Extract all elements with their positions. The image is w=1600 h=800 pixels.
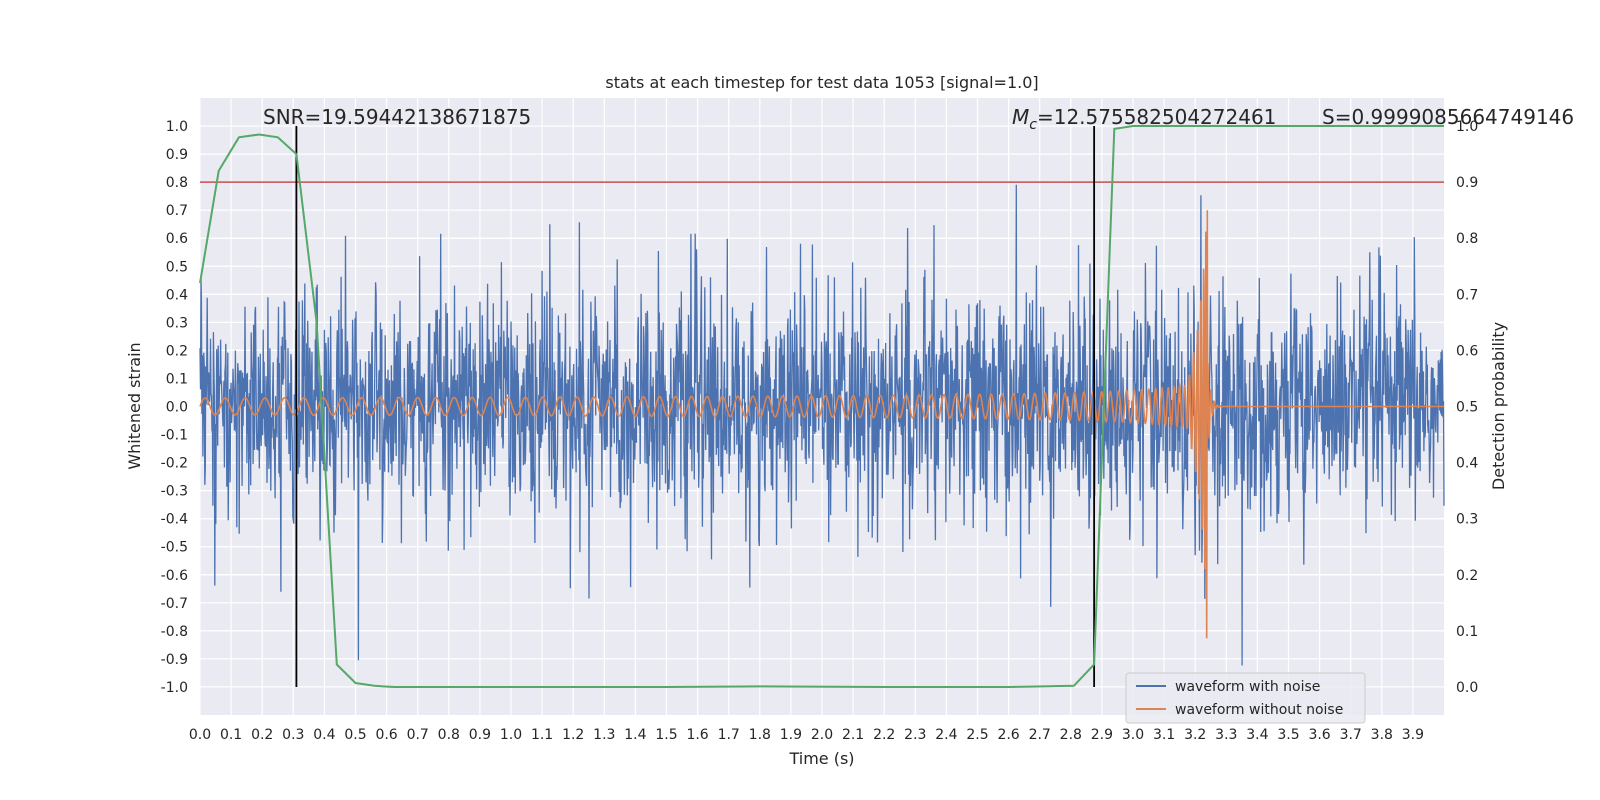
- detection-probability-line: [199, 125, 1444, 688]
- y-right-tick-label: 0.6: [1456, 343, 1478, 359]
- y-tick-label: -0.6: [161, 568, 188, 584]
- x-tick-label: 3.8: [1371, 727, 1393, 743]
- y-tick-label: -0.9: [161, 652, 188, 668]
- y-tick-label: 0.8: [166, 175, 188, 191]
- x-tick-label: 3.5: [1277, 727, 1299, 743]
- y-tick-label: -0.2: [161, 456, 188, 472]
- x-tick-label: 1.7: [718, 727, 740, 743]
- x-tick-label: 1.0: [500, 727, 522, 743]
- y-tick-label: 0.5: [166, 259, 188, 275]
- y-tick-label: 0.3: [166, 315, 188, 331]
- x-tick-label: 2.8: [1060, 727, 1082, 743]
- chirp-mass-annotation: Mc=12.575582504272461: [1012, 105, 1276, 133]
- y-right-tick-label: 0.3: [1456, 512, 1478, 528]
- y-tick-label: 0.0: [166, 400, 188, 416]
- y-right-tick-label: 0.5: [1456, 400, 1478, 416]
- clean-waveform-line: [199, 210, 1444, 639]
- x-tick-label: 0.1: [220, 727, 242, 743]
- x-tick-label: 3.4: [1246, 727, 1268, 743]
- legend-box: [1125, 672, 1366, 724]
- y-right-tick-label: 1.0: [1456, 119, 1478, 135]
- chirp-mass-subscript: c: [1029, 117, 1037, 133]
- x-tick-label: 2.5: [966, 727, 988, 743]
- y-tick-label: 0.9: [166, 147, 188, 163]
- x-tick-label: 1.8: [749, 727, 771, 743]
- tick-labels: 0.0 0.1 0.2 0.3 0.4 0.5 0.6 0.7 0.8 0.9 1.0 1.1 1.2 1…: [161, 119, 1479, 743]
- x-tick-label: 0.7: [407, 727, 429, 743]
- x-tick-label: 3.7: [1340, 727, 1362, 743]
- y-tick-label: 1.0: [166, 119, 188, 135]
- y-tick-label: -0.4: [161, 512, 188, 528]
- y-tick-label: 0.1: [166, 371, 188, 387]
- x-axis-label: Time (s): [788, 749, 854, 768]
- x-tick-label: 2.6: [997, 727, 1019, 743]
- x-tick-label: 3.9: [1402, 727, 1424, 743]
- x-tick-label: 0.9: [469, 727, 491, 743]
- y-right-tick-label: 0.8: [1456, 231, 1478, 247]
- x-tick-label: 1.4: [624, 727, 646, 743]
- y-tick-label: 0.4: [166, 287, 188, 303]
- chart-title: stats at each timestep for test data 105…: [605, 73, 1038, 92]
- x-tick-label: 3.0: [1122, 727, 1144, 743]
- x-tick-label: 1.9: [780, 727, 802, 743]
- chirp-mass-value: =12.575582504272461: [1037, 105, 1276, 129]
- x-tick-label: 1.6: [686, 727, 708, 743]
- y-tick-label: 0.2: [166, 343, 188, 359]
- y-right-tick-label: 0.4: [1456, 456, 1478, 472]
- y-axis-label: Whitened strain: [125, 342, 144, 469]
- significance-annotation: S=0.9999085664749146: [1322, 105, 1574, 129]
- x-tick-label: 2.4: [935, 727, 957, 743]
- x-tick-label: 0.3: [282, 727, 304, 743]
- y-tick-label: -0.8: [161, 624, 188, 640]
- x-tick-label: 3.6: [1308, 727, 1330, 743]
- x-tick-label: 2.7: [1029, 727, 1051, 743]
- y-right-tick-label: 0.1: [1456, 624, 1478, 640]
- y-tick-label: -0.3: [161, 484, 188, 500]
- legend-label-clean: waveform without noise: [1175, 702, 1343, 718]
- y-right-axis-label: Detection probability: [1489, 322, 1508, 490]
- x-tick-label: 0.2: [251, 727, 273, 743]
- y-tick-label: -0.5: [161, 540, 188, 556]
- y-tick-label: -0.1: [161, 428, 188, 444]
- y-right-tick-label: 0.9: [1456, 175, 1478, 191]
- x-tick-label: 1.2: [562, 727, 584, 743]
- y-right-tick-label: 0.2: [1456, 568, 1478, 584]
- x-tick-label: 1.3: [593, 727, 615, 743]
- plot-area: [199, 125, 1445, 688]
- y-right-tick-label: 0.0: [1456, 680, 1478, 696]
- y-tick-label: -0.7: [161, 596, 188, 612]
- legend-label-noise: waveform with noise: [1175, 679, 1320, 695]
- x-tick-label: 0.8: [438, 727, 460, 743]
- x-tick-label: 2.2: [873, 727, 895, 743]
- x-tick-label: 0.6: [375, 727, 397, 743]
- x-tick-label: 0.0: [189, 727, 211, 743]
- x-tick-label: 3.1: [1153, 727, 1175, 743]
- y-right-tick-label: 0.7: [1456, 287, 1478, 303]
- x-tick-label: 2.1: [842, 727, 864, 743]
- y-tick-label: 0.7: [166, 203, 188, 219]
- x-tick-label: 3.3: [1215, 727, 1237, 743]
- y-tick-label: 0.6: [166, 231, 188, 247]
- y-tick-label: -1.0: [161, 680, 188, 696]
- x-tick-label: 0.5: [344, 727, 366, 743]
- chirp-mass-symbol: M: [1012, 105, 1029, 129]
- x-tick-label: 3.2: [1184, 727, 1206, 743]
- x-tick-label: 2.9: [1091, 727, 1113, 743]
- x-tick-label: 0.4: [313, 727, 335, 743]
- x-tick-label: 2.3: [904, 727, 926, 743]
- noisy-waveform-line: [199, 184, 1445, 666]
- x-tick-label: 1.1: [531, 727, 553, 743]
- snr-annotation: SNR=19.59442138671875: [263, 105, 531, 129]
- x-tick-label: 1.5: [655, 727, 677, 743]
- x-tick-label: 2.0: [811, 727, 833, 743]
- legend: waveform with noise waveform without noi…: [1125, 672, 1366, 724]
